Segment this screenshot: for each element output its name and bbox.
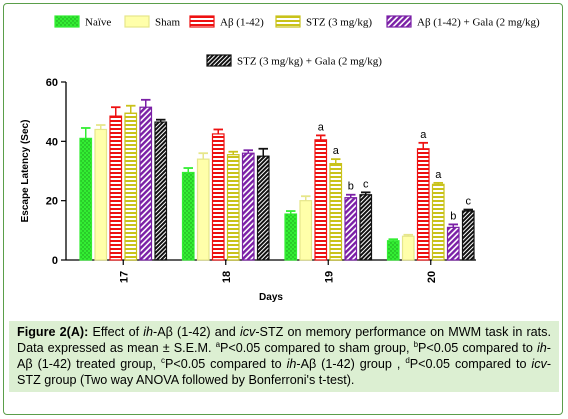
caption-text: -Aβ (1-42) treated group, [17,341,551,371]
bar-chart: Naïve Sham Aβ (1-42) STZ (3 mg/kg) Aβ (1-42)… [20,15,540,303]
bar [211,133,225,261]
caption-text: c [160,355,165,365]
legend-entry: STZ (3 mg/kg) + Gala (2 mg/kg) [206,54,382,68]
legend-label: Naïve [85,17,111,29]
bar [299,200,313,261]
bar [446,226,460,261]
caption-text: icv [239,325,256,339]
bar [94,128,108,261]
significance-label: a [420,129,427,141]
significance-label: b [450,210,456,222]
bar [241,152,255,261]
caption-text: a [215,339,221,349]
caption-text: icv [531,357,547,371]
significance-label: c [363,178,369,190]
bar [124,112,138,261]
caption-text: -Aβ (1-42) and [153,325,240,339]
x-tick-label: 20 [426,271,438,283]
bar [344,197,358,261]
caption-text: P<0.05 compared to [409,357,532,371]
bar [196,158,210,261]
x-axis-title: Days [259,292,283,303]
x-tick-label: 19 [323,271,335,283]
x-tick-label: 17 [118,271,130,283]
bar [461,210,475,261]
y-tick-label: 0 [52,255,58,267]
y-tick-label: 40 [46,136,58,148]
legend-swatch [275,15,301,28]
bar [181,171,195,261]
y-axis-title: Escape Latency (Sec) [20,120,31,223]
bar [386,240,400,261]
caption-text: -Aβ (1-42) group , [296,357,406,371]
legend-entry: Aβ (1-42) [189,15,264,29]
legend-entry: Sham [124,15,181,29]
caption-text: ih [286,357,297,371]
legend-swatch [124,15,150,28]
legend-swatch [206,54,232,67]
bar [359,194,373,261]
bar [416,148,430,261]
legend-swatch [54,15,80,28]
legend-label: STZ (3 mg/kg) [306,17,372,29]
caption-text: -STZ on memory performance on MWM task i… [17,325,551,355]
bar [284,213,298,261]
bar [401,235,415,261]
significance-label: a [318,121,325,133]
caption-text: d [405,355,410,365]
caption-text: ih [143,325,154,339]
figure-caption: Figure 2(A): Effect of ih-Aβ (1-42) and … [9,321,559,392]
caption-text: b [413,339,419,349]
caption-text: P<0.05 compared to [164,357,287,371]
bar [329,162,343,261]
x-tick-label: 18 [221,271,233,283]
caption-text: P<0.05 compared to [418,341,537,355]
significance-label: b [348,181,354,193]
legend-entry: Naïve [54,15,111,29]
bar [109,115,123,261]
significance-label: a [333,145,340,157]
y-tick-label: 20 [46,196,58,208]
bar [314,139,328,261]
legend-swatch [386,15,412,28]
caption-text: P<0.05 compared to sham group, [220,341,414,355]
legend-label: Aβ (1-42) + Gala (2 mg/kg) [417,17,540,29]
legend-label: Aβ (1-42) [220,17,264,29]
legend-entry: Aβ (1-42) + Gala (2 mg/kg) [386,15,540,29]
bar [226,154,240,261]
legend-label: Sham [155,17,181,29]
bar [79,137,93,261]
bar [256,155,270,261]
legend-entry: STZ (3 mg/kg) [275,15,372,29]
caption-text: Effect of [88,325,144,339]
significance-label: a [435,169,442,181]
y-tick-label: 60 [46,77,58,89]
chart-legend: Naïve Sham Aβ (1-42) STZ (3 mg/kg) Aβ (1-42)… [54,15,540,68]
caption-text: ih [536,341,547,355]
bar [431,183,445,261]
caption-label: Figure 2(A): [17,325,89,339]
significance-label: c [466,196,472,208]
bar [139,106,153,261]
bar [154,121,168,261]
figure-panel: Naïve Sham Aβ (1-42) STZ (3 mg/kg) Aβ (1-42)… [3,3,563,415]
legend-swatch [189,15,215,28]
caption-text: -STZ group (Two way ANOVA followed by Bo… [17,357,552,387]
legend-label: STZ (3 mg/kg) + Gala (2 mg/kg) [237,56,382,68]
